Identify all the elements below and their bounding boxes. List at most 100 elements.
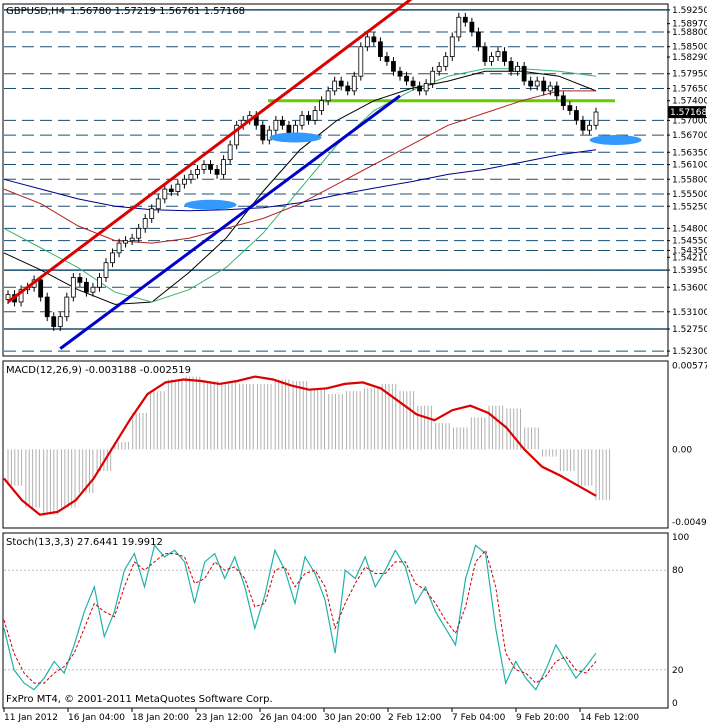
candle-body [116,242,122,254]
price-tick-label: 1.58500 [672,43,707,53]
time-tick-label: 7 Feb 04:00 [452,713,506,723]
price-tick-label: 1.58290 [672,53,707,63]
candle-body [567,105,573,111]
candle-body [57,316,63,327]
candle-body [175,183,181,192]
price-tick-label: 1.52750 [672,325,707,335]
price-tick-label: 1.57000 [672,116,707,126]
macd-panel-frame [2,360,669,529]
candle-body [201,164,207,170]
ohlc-header: 1.56780 1.57219 1.56761 1.57168 [70,6,245,17]
watermark: FxPro MT4, © 2001-2011 MetaQuotes Softwa… [6,694,273,705]
candle-body [103,262,109,278]
time-axis: 11 Jan 2012 16 Jan 04:00 18 Jan 20:00 23 Ja… [3,708,639,723]
candle-body [77,277,83,283]
moving-average-line [3,70,597,305]
stoch-tick-label: 100 [672,533,689,543]
candle-body [168,188,174,192]
candle-body [51,316,57,327]
candle-body [554,85,560,97]
macd-indicator: 0.00577 0.00 -0.00499 [3,361,707,528]
candle-body [423,83,429,92]
candlesticks [5,12,599,331]
time-tick-label: 26 Jan 04:00 [260,713,317,723]
candle-body [345,85,351,92]
price-tick-label: 1.54800 [672,224,707,234]
time-tick-label: 16 Jan 04:00 [68,713,125,723]
candle-body [358,46,364,77]
candle-body [574,110,579,121]
candle-body [162,188,168,200]
candle-body [377,41,383,57]
macd-tick-label: 0.00577 [672,361,707,371]
price-tick-label: 1.59250 [672,6,707,16]
trend-line [7,0,413,304]
stoch-k-line [3,544,597,691]
candle-body [325,90,331,102]
candle-body [214,169,220,175]
price-tick-label: 1.53950 [672,266,707,276]
trend-lines [7,0,413,350]
candle-body [260,124,266,141]
macd-tick-label: 0.00 [672,445,692,455]
candle-body [580,119,586,131]
candle-body [64,296,70,318]
price-tick-label: 1.57650 [672,84,707,94]
moving-average-line [3,68,597,303]
candle-body [528,80,534,87]
price-tick-label: 1.52300 [672,347,707,357]
candle-body [469,21,475,33]
candle-body [181,178,187,185]
candle-body [371,36,377,43]
price-tick-label: 1.53600 [672,283,707,293]
candle-body [90,286,96,293]
stoch-tick-label: 20 [672,666,684,676]
candle-body [312,110,318,121]
stochastic-indicator: 100 80 20 0 [3,533,689,709]
candle-body [149,208,155,219]
stoch-tick-label: 0 [672,699,678,709]
candle-body [534,80,540,87]
candle-body [364,36,370,48]
price-tick-label: 1.58800 [672,28,707,38]
candle-body [84,281,89,293]
candle-body [306,115,311,121]
candle-body [123,240,128,244]
candle-body [495,51,501,57]
moving-average-lines [3,68,597,305]
candle-body [541,80,547,92]
candle-body [391,61,396,72]
price-tick-label: 1.58970 [672,20,707,30]
candle-body [38,279,44,298]
candle-body [384,56,390,62]
price-tick-label: 1.56350 [672,148,707,158]
trend-line [59,94,401,350]
price-tick-label: 1.56100 [672,161,707,171]
stoch-panel-frame [2,532,669,709]
candle-body [587,124,592,131]
time-tick-label: 2 Feb 12:00 [388,713,442,723]
price-tick-label: 1.54210 [672,253,707,263]
moving-average-line [3,90,596,244]
candle-body [234,124,240,146]
current-price-box [668,106,706,119]
candle-body [430,70,436,84]
candle-body [547,85,553,92]
candle-body [462,16,468,23]
candle-body [443,56,449,67]
stoch-tick-label: 80 [672,566,684,576]
time-tick-label: 9 Feb 20:00 [516,713,570,723]
candle-body [5,294,11,300]
candle-body [417,85,423,92]
candle-body [227,144,233,161]
candle-body [436,65,442,72]
time-tick-label: 14 Feb 12:00 [580,713,639,723]
candle-body [142,218,148,229]
stoch-label: Stoch(13,3,3) 27.6441 19.9912 [6,537,163,548]
price-tick-label: 1.55500 [672,190,707,200]
time-tick-label: 18 Jan 20:00 [132,713,189,723]
candle-body [299,115,305,126]
